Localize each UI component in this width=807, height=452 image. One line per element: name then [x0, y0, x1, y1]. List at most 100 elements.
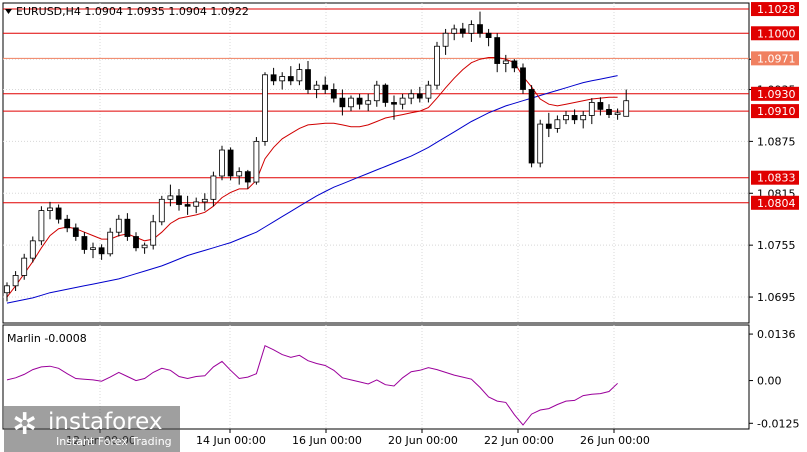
candle	[511, 59, 518, 73]
candle	[279, 72, 286, 90]
marlin-tick-label: 0.0136	[757, 328, 796, 341]
level-price-badge	[751, 26, 799, 41]
watermark-subtitle: Instant Forex Trading	[56, 435, 172, 448]
bull-candle-body	[502, 60, 509, 64]
candle	[287, 66, 294, 86]
bull-candle-body	[12, 275, 19, 287]
candle	[391, 95, 397, 120]
bull-candle-body	[399, 97, 406, 105]
bull-candle-body	[29, 240, 36, 259]
candle	[4, 282, 10, 302]
bull-candle-body	[38, 210, 45, 242]
candle	[107, 227, 114, 257]
price-tick-label: 1.0875	[757, 135, 796, 148]
candle	[408, 89, 415, 105]
bear-candle-body	[571, 115, 578, 121]
bear-candle-body	[64, 218, 71, 229]
candle	[468, 20, 475, 42]
candle	[115, 214, 122, 237]
bull-candle-body	[219, 149, 225, 177]
bull-candle-body	[451, 28, 458, 34]
bear-candle-body	[528, 89, 535, 164]
bear-candle-body	[416, 93, 423, 99]
candle	[201, 193, 208, 211]
bear-candle-body	[606, 108, 612, 115]
level-price-badge	[751, 2, 799, 17]
candle	[210, 171, 217, 207]
bull-candle-body	[554, 119, 561, 129]
bear-candle-body	[133, 236, 139, 249]
candle	[150, 214, 157, 250]
level-price-label: 1.1000	[757, 27, 796, 40]
bull-candle-body	[580, 115, 587, 121]
bull-candle-body	[107, 231, 114, 255]
candle	[477, 11, 483, 38]
price-axis: 1.06951.07551.08151.08751.09351.09701.10…	[749, 2, 799, 304]
candle	[184, 195, 191, 215]
bull-candle-body	[588, 102, 595, 116]
bull-candle-body	[47, 207, 53, 211]
bear-candle-body	[227, 149, 234, 177]
bear-candle-body	[520, 67, 526, 90]
watermark-title: instaforex	[48, 409, 163, 435]
time-tick-label: 20 Jun 00:00	[388, 434, 458, 447]
chart-menu-triangle-icon[interactable]	[5, 9, 12, 14]
candle	[29, 236, 36, 263]
bull-candle-body	[201, 198, 208, 203]
bear-candle-body	[382, 84, 389, 103]
level-price-label: 1.0971	[757, 52, 796, 65]
horizontal-levels	[3, 8, 749, 204]
bear-candle-body	[511, 60, 518, 69]
level-price-label: 1.0910	[757, 105, 796, 118]
bear-candle-body	[55, 207, 62, 220]
bull-candle-body	[365, 100, 372, 105]
candle	[21, 253, 28, 280]
candle	[38, 206, 45, 246]
candle	[72, 223, 79, 241]
candle	[12, 271, 19, 291]
bull-candle-body	[442, 32, 449, 47]
bear-candle-body	[322, 84, 329, 90]
candle	[305, 60, 311, 94]
candle	[425, 80, 432, 103]
candle	[339, 89, 346, 116]
bear-candle-body	[597, 102, 604, 110]
bull-candle-body	[193, 201, 200, 207]
slow-ma-line	[6, 75, 618, 304]
bear-candle-body	[391, 102, 397, 105]
candle	[55, 204, 62, 224]
bear-candle-body	[124, 218, 131, 237]
candle	[167, 184, 174, 207]
candle	[451, 24, 458, 41]
bear-candle-body	[485, 32, 492, 38]
candles	[4, 11, 630, 302]
level-price-label: 1.1028	[757, 3, 796, 16]
candle	[124, 213, 131, 241]
time-tick-label: 22 Jun 00:00	[484, 434, 554, 447]
bull-candle-body	[4, 285, 10, 294]
candle	[545, 112, 552, 138]
bull-candle-body	[563, 115, 569, 121]
candle	[47, 201, 53, 220]
bull-candle-body	[408, 93, 415, 99]
bear-candle-body	[270, 74, 277, 82]
candle	[528, 85, 535, 168]
candle	[442, 28, 449, 55]
candle	[614, 108, 621, 120]
candle	[399, 93, 406, 110]
bull-candle-body	[262, 74, 268, 142]
level-price-badge	[751, 170, 799, 185]
candle	[434, 41, 440, 90]
bull-candle-body	[348, 97, 354, 108]
candle	[270, 67, 277, 86]
candle	[606, 104, 612, 119]
time-tick-label: 26 Jun 00:00	[580, 434, 650, 447]
candle	[98, 244, 105, 260]
candle	[502, 54, 509, 73]
candle	[322, 76, 329, 94]
candle	[520, 63, 526, 94]
bull-candle-body	[253, 140, 260, 183]
candle	[64, 214, 71, 233]
candle	[580, 111, 587, 129]
